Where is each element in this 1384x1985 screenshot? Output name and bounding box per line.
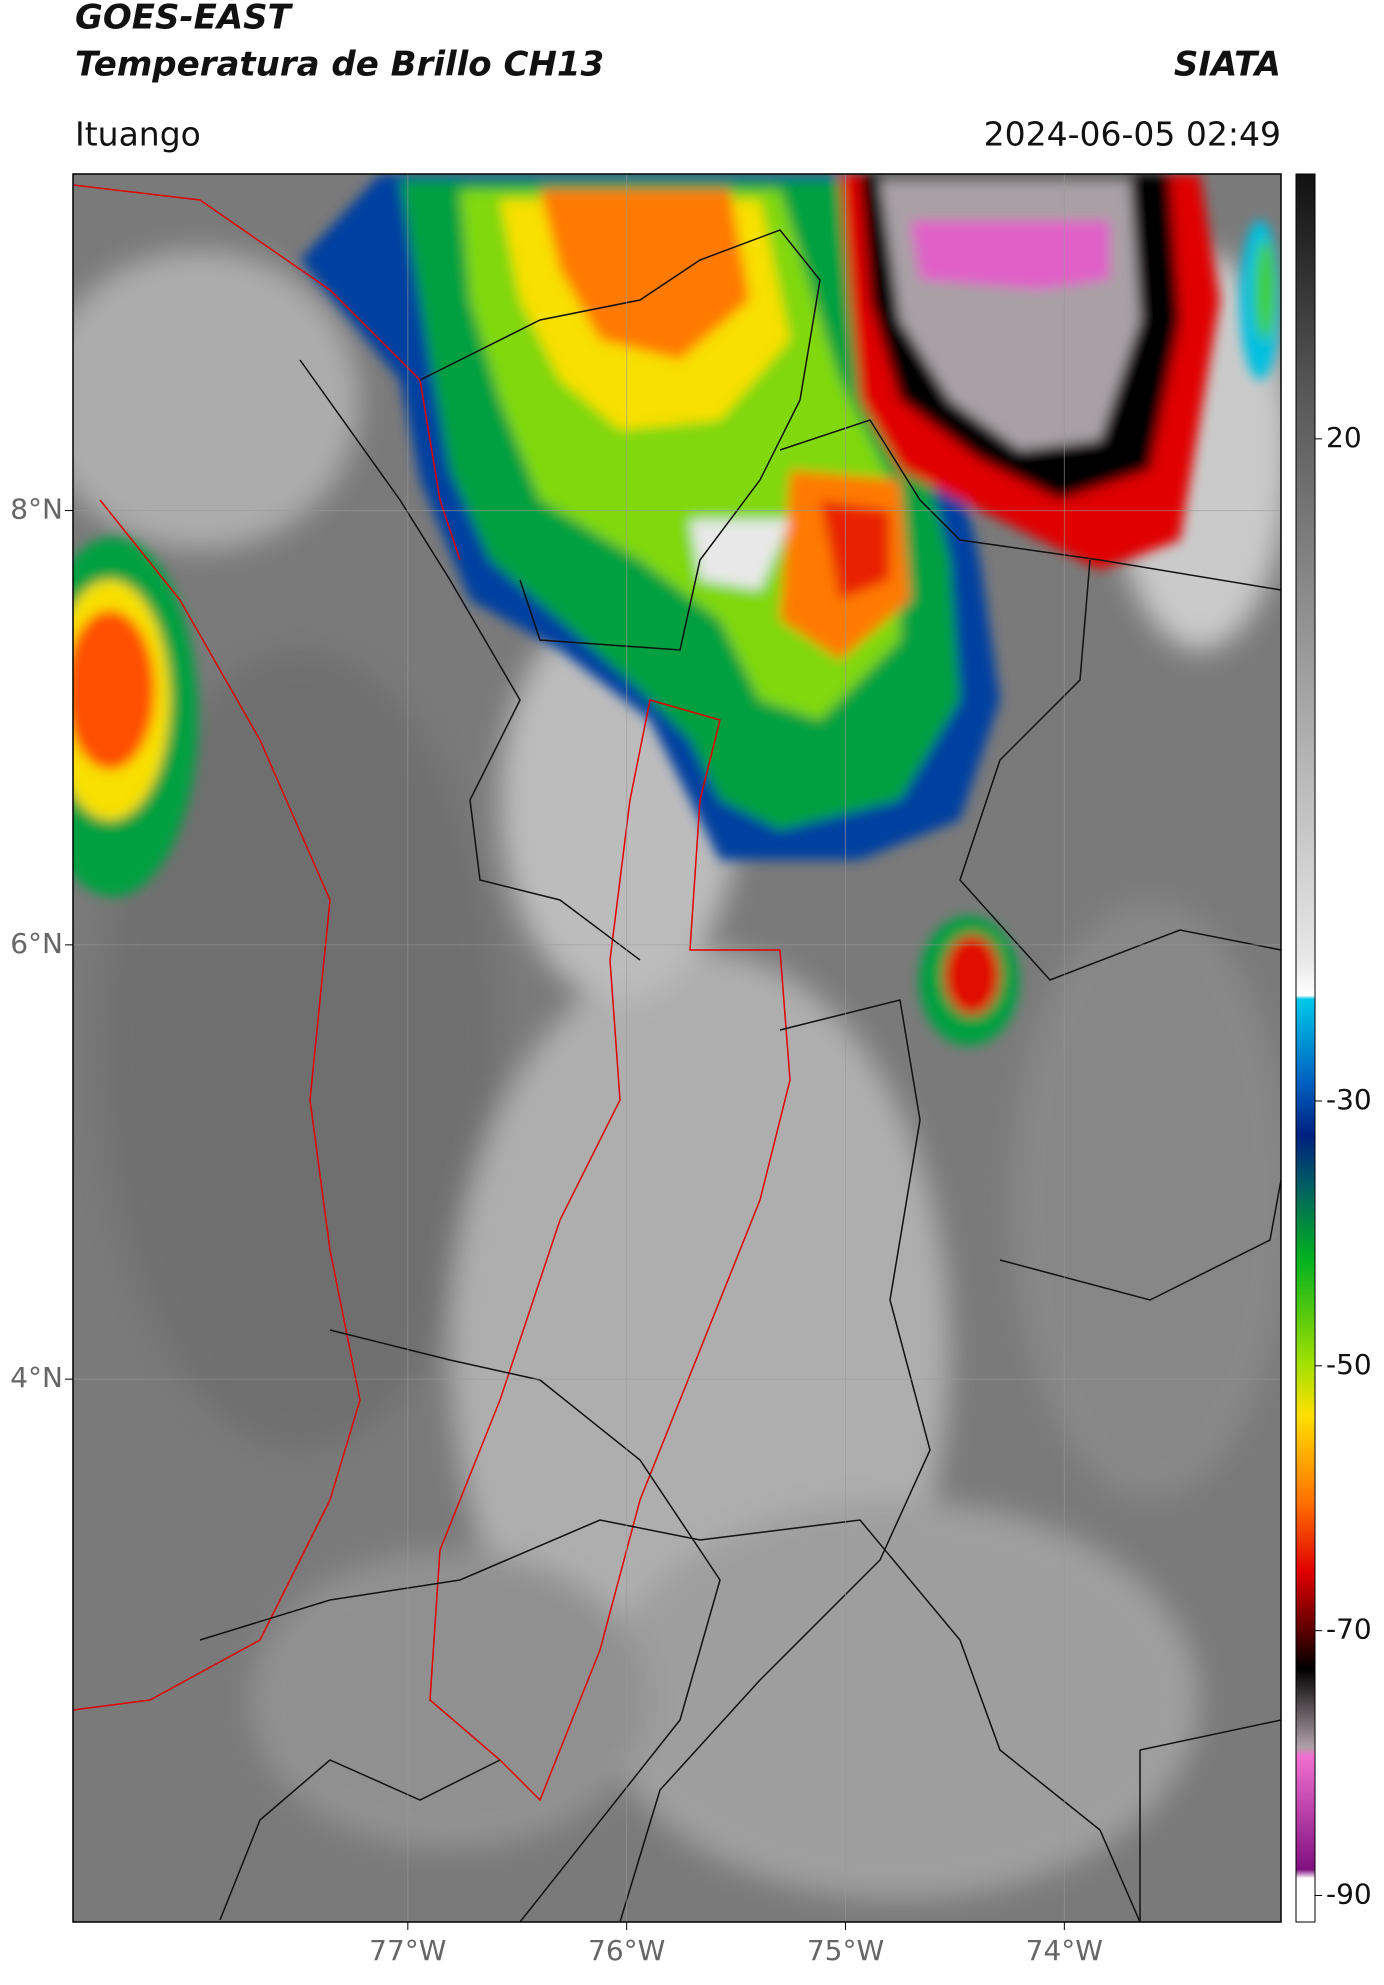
colorbar-tick-label: -90 [1326, 1878, 1372, 1911]
x-tick-label: 77°W [369, 1934, 446, 1967]
map-frame [72, 173, 1282, 1923]
x-tick-label: 74°W [1026, 1934, 1103, 1967]
subtitle: Temperatura de Brillo CH13 [75, 45, 604, 85]
satellite-image [73, 174, 1281, 1922]
colorbar-tick-label: -30 [1326, 1083, 1372, 1116]
x-tick-label: 76°W [588, 1934, 665, 1967]
colorbar [1295, 173, 1316, 1923]
y-tick-label: 6°N [10, 927, 63, 960]
source: SIATA [1174, 45, 1281, 85]
title: GOES-EAST [75, 0, 294, 38]
x-tick-label: 75°W [807, 1934, 884, 1967]
location: Ituango [75, 115, 201, 154]
y-tick-label: 8°N [10, 493, 63, 526]
datetime: 2024-06-05 02:49 [984, 115, 1281, 154]
y-tick-label: 4°N [10, 1361, 63, 1394]
colorbar-tick-label: 20 [1326, 421, 1362, 454]
colorbar-tick-label: -70 [1326, 1613, 1372, 1646]
colorbar-tick-label: -50 [1326, 1348, 1372, 1381]
